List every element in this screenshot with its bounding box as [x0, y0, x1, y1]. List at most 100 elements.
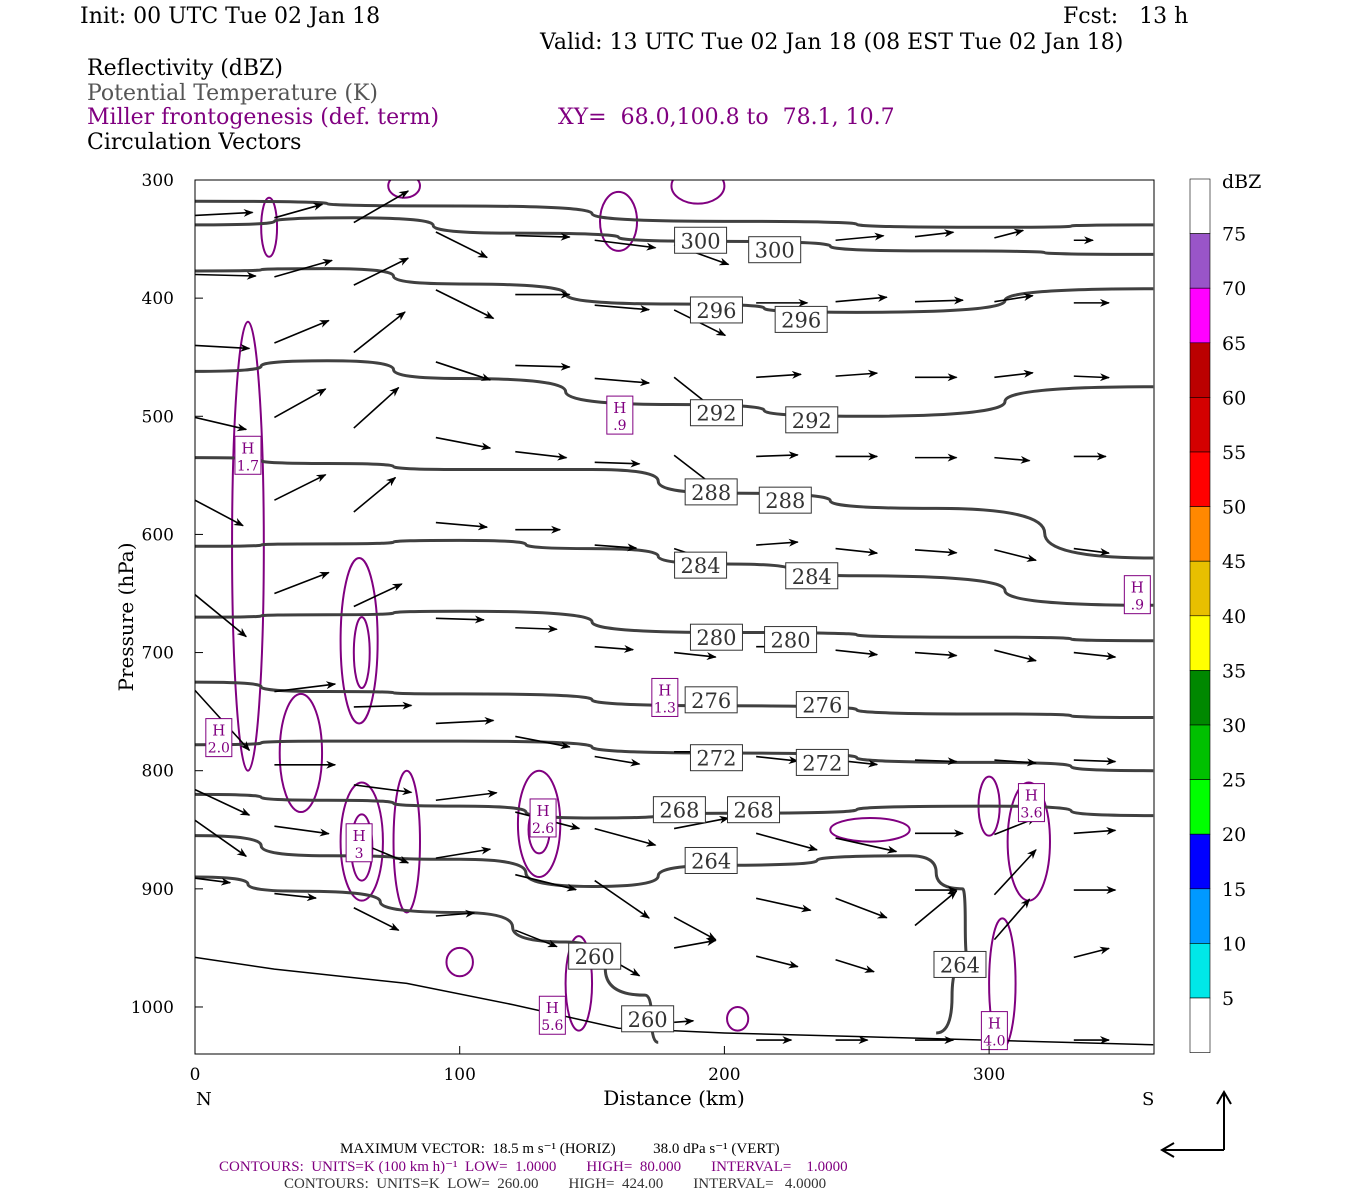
frontogenesis-contour: [339, 781, 384, 902]
circulation-vector: [994, 649, 1037, 663]
circulation-vector: [756, 451, 799, 460]
isentrope-label-box: [727, 796, 781, 824]
frontogenesis-contour: [977, 775, 1001, 837]
circulation-vector: [515, 735, 571, 750]
circulation-vector: [673, 547, 717, 564]
frontogenesis-contour: [278, 692, 324, 814]
circulation-vector: [515, 232, 571, 241]
xy-range: XY= 68.0,100.8 to 78.1, 10.7: [558, 105, 895, 130]
circulation-vector: [673, 938, 717, 949]
circulation-vector: [435, 289, 495, 320]
circulation-vector: [1073, 826, 1117, 835]
circulation-vector: [195, 594, 247, 638]
circulation-vector: [353, 257, 410, 286]
circulation-vector: [1073, 757, 1117, 766]
circulation-vector: [914, 229, 955, 238]
colorbar-swatch: [1189, 670, 1211, 726]
colorbar-label: 10: [1222, 933, 1246, 955]
circulation-vector: [755, 955, 799, 969]
y-tick-label: 600: [142, 525, 174, 545]
isentrope-label-box: [774, 305, 828, 333]
circulation-vector: [195, 343, 251, 352]
colorbar-swatch: [1189, 560, 1211, 617]
y-tick-label: 700: [142, 644, 174, 664]
isentrope-264: [195, 834, 970, 1035]
circulation-vector: [435, 789, 498, 802]
x-tick-label: 0: [190, 1065, 201, 1085]
circulation-vector: [756, 755, 799, 765]
colorbar-swatch: [1189, 178, 1211, 234]
isentrope-280: [195, 609, 1154, 643]
colorbar-label: 30: [1222, 715, 1246, 737]
isentrope-label-box: [621, 1005, 675, 1033]
isentrope-label-box: [689, 744, 743, 772]
circulation-vector: [914, 296, 964, 305]
circulation-vector: [914, 650, 958, 659]
circulation-vector: [353, 386, 400, 429]
frontogenesis-contour: [1006, 781, 1051, 902]
frontogenesis-max-h: H: [988, 1015, 1001, 1033]
colorbar-label: 35: [1222, 660, 1246, 682]
frontogenesis-max-h: H: [1025, 787, 1038, 805]
isentrope-label-box: [684, 478, 738, 506]
circulation-vector: [1073, 946, 1110, 959]
circulation-vector: [353, 311, 406, 354]
isentrope-label: 276: [802, 694, 842, 718]
frontogenesis-max-h: H: [212, 722, 225, 740]
circulation-vector: [835, 369, 879, 378]
circulation-vector: [914, 548, 958, 557]
circulation-vector: [274, 319, 330, 344]
circulation-vector: [515, 624, 558, 633]
isentrope-label-box: [764, 626, 818, 654]
isentrope-292: [195, 359, 1154, 418]
isentrope-label-box: [684, 686, 738, 714]
frontogenesis-max-value: 3.6: [1020, 806, 1042, 822]
frontogenesis-max-box: [606, 395, 634, 435]
circulation-vector: [594, 644, 635, 653]
isentrope-label: 260: [575, 945, 615, 969]
circulation-vector: [994, 455, 1031, 464]
circulation-vector: [756, 538, 799, 547]
colorbar-swatch: [1189, 451, 1211, 507]
circulation-vector: [994, 369, 1034, 379]
valid-time: Valid: 13 UTC Tue 02 Jan 18 (08 EST Tue …: [540, 30, 1124, 55]
frontogenesis-max-box: [529, 798, 557, 838]
isentrope-label-box: [652, 796, 706, 824]
isentrope-label: 264: [691, 849, 731, 873]
circulation-vector: [435, 615, 485, 624]
y-tick-label: 400: [142, 289, 174, 309]
circulation-vector: [594, 879, 650, 919]
colorbar-label: 25: [1222, 770, 1246, 792]
footer-max-vector: MAXIMUM VECTOR: 18.5 m s⁻¹ (HORIZ) 38.0 …: [340, 1141, 780, 1157]
frontogenesis-max-value: 2.6: [532, 821, 554, 837]
frontogenesis-max-h: H: [546, 999, 559, 1017]
south-label: S: [1142, 1089, 1154, 1110]
circulation-vector: [673, 454, 720, 491]
circulation-vector: [673, 309, 727, 337]
y-tick-label: 800: [142, 762, 174, 782]
isentrope-label: 260: [628, 1008, 668, 1032]
y-axis-label: Pressure (hPa): [114, 543, 138, 692]
colorbar-title: dBZ: [1222, 171, 1261, 193]
circulation-vector: [835, 759, 879, 768]
frontogenesis-max-value: 5.6: [541, 1018, 563, 1034]
circulation-vector: [195, 819, 248, 857]
frontogenesis-contour: [564, 935, 594, 1032]
frontogenesis-contour: [726, 1005, 750, 1032]
circulation-vector: [274, 388, 327, 419]
isentrope-label-box: [795, 691, 849, 719]
frontogenesis-contour: [392, 769, 421, 914]
circulation-vector: [274, 473, 327, 501]
isentrope-296: [195, 267, 1154, 314]
circulation-vector: [515, 873, 578, 892]
isentrope-276: [195, 680, 1154, 720]
circulation-vector: [673, 916, 717, 941]
circulation-vector: [353, 701, 413, 710]
circulation-vector: [835, 958, 875, 973]
isentrope-label: 300: [681, 229, 721, 253]
circulation-vector: [673, 376, 717, 411]
circulation-vector: [435, 909, 476, 918]
isentrope-label: 280: [771, 629, 811, 653]
circulation-vector: [435, 846, 492, 859]
isentrope-label: 296: [696, 299, 736, 323]
